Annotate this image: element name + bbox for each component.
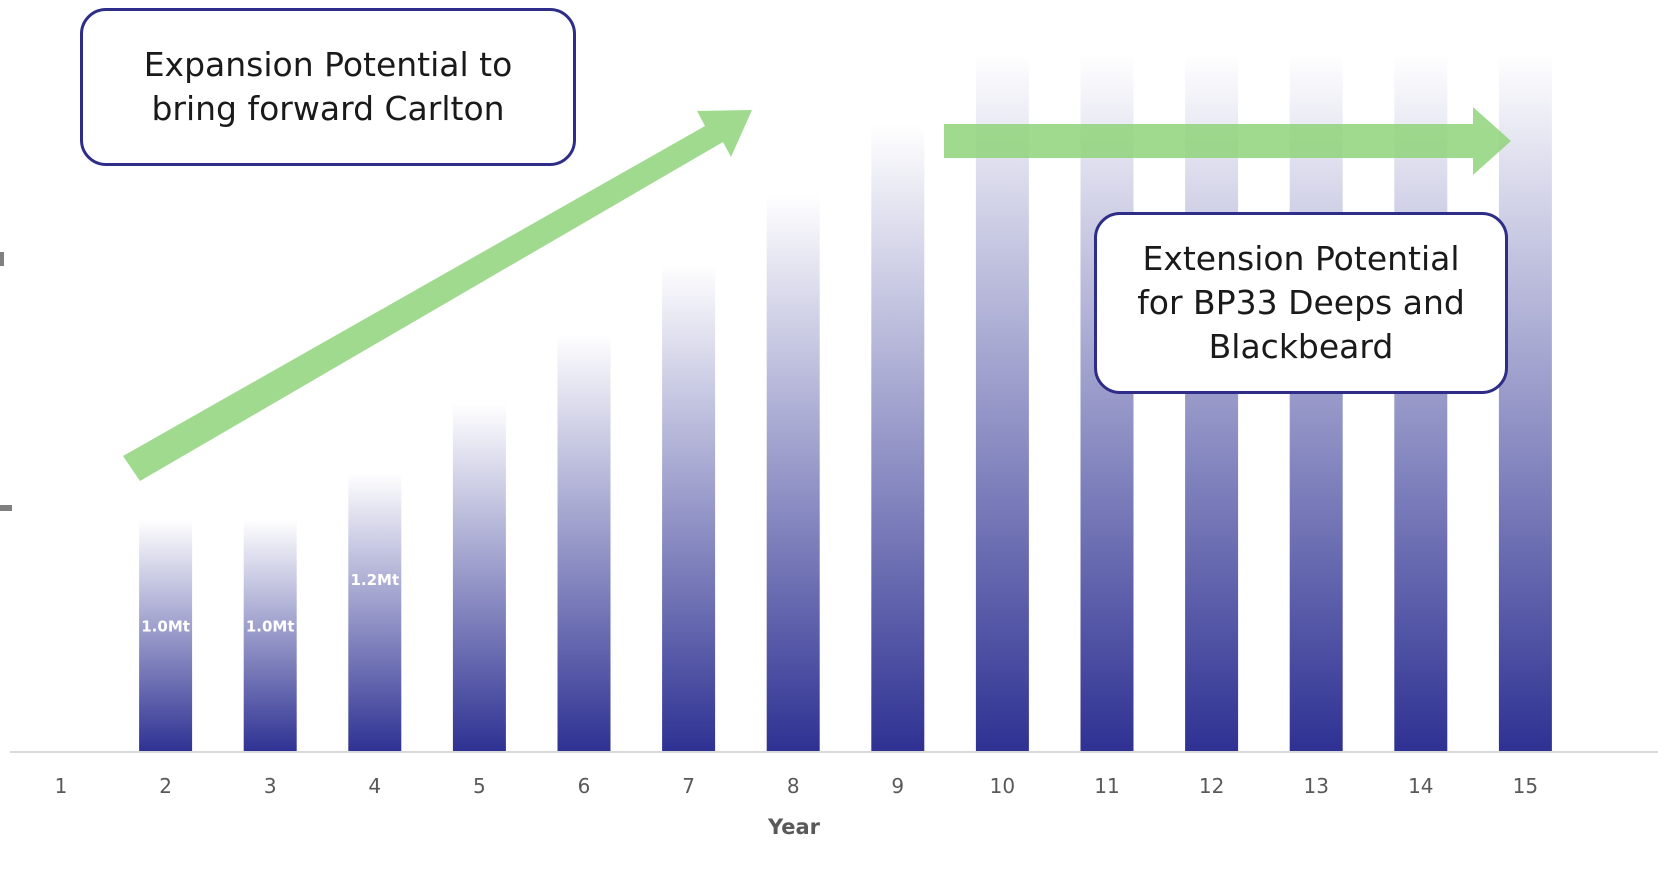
- extension-callout-text: Extension Potential for BP33 Deeps and B…: [1137, 239, 1465, 366]
- x-tick-label-5: 5: [473, 774, 486, 798]
- bar-year-8: [766, 194, 820, 752]
- x-tick-label-2: 2: [159, 774, 172, 798]
- extension-arrow: [944, 107, 1511, 175]
- x-tick-label-6: 6: [578, 774, 591, 798]
- extension-callout: Extension Potential for BP33 Deeps and B…: [1094, 212, 1508, 394]
- bar-year-11: [1080, 55, 1134, 752]
- data-label-year-3: 1.0Mt: [246, 618, 295, 636]
- x-tick-label-15: 15: [1513, 774, 1538, 798]
- x-tick-label-13: 13: [1303, 774, 1328, 798]
- bar-year-10: [975, 55, 1029, 752]
- x-tick-label-1: 1: [55, 774, 68, 798]
- x-tick-label-14: 14: [1408, 774, 1433, 798]
- bar-year-9: [871, 124, 925, 752]
- x-tick-label-12: 12: [1199, 774, 1224, 798]
- expansion-callout-text: Expansion Potential to bring forward Car…: [143, 45, 513, 128]
- bar-year-6: [557, 333, 611, 752]
- bar-year-12: [1185, 55, 1239, 752]
- x-tick-label-9: 9: [891, 774, 904, 798]
- x-tick-label-4: 4: [368, 774, 381, 798]
- y-axis-tick-mark: [0, 505, 12, 511]
- expansion-callout: Expansion Potential to bring forward Car…: [80, 8, 576, 166]
- x-tick-label-3: 3: [264, 774, 277, 798]
- x-axis-title: Year: [767, 815, 821, 839]
- bar-year-7: [662, 264, 716, 752]
- data-label-year-4: 1.2Mt: [350, 571, 399, 589]
- bar-year-15: [1498, 55, 1552, 752]
- x-tick-label-7: 7: [682, 774, 695, 798]
- x-tick-label-10: 10: [990, 774, 1015, 798]
- bar-year-2: [139, 519, 193, 752]
- bar-year-13: [1289, 55, 1343, 752]
- data-label-year-2: 1.0Mt: [141, 618, 190, 636]
- bar-year-3: [243, 519, 297, 752]
- x-tick-label-11: 11: [1094, 774, 1119, 798]
- bar-year-14: [1394, 55, 1448, 752]
- bar-year-5: [452, 403, 506, 752]
- expansion-arrow: [123, 110, 752, 481]
- x-tick-label-8: 8: [787, 774, 800, 798]
- y-axis-tick-mark: [0, 252, 4, 266]
- bar-year-4: [348, 473, 402, 752]
